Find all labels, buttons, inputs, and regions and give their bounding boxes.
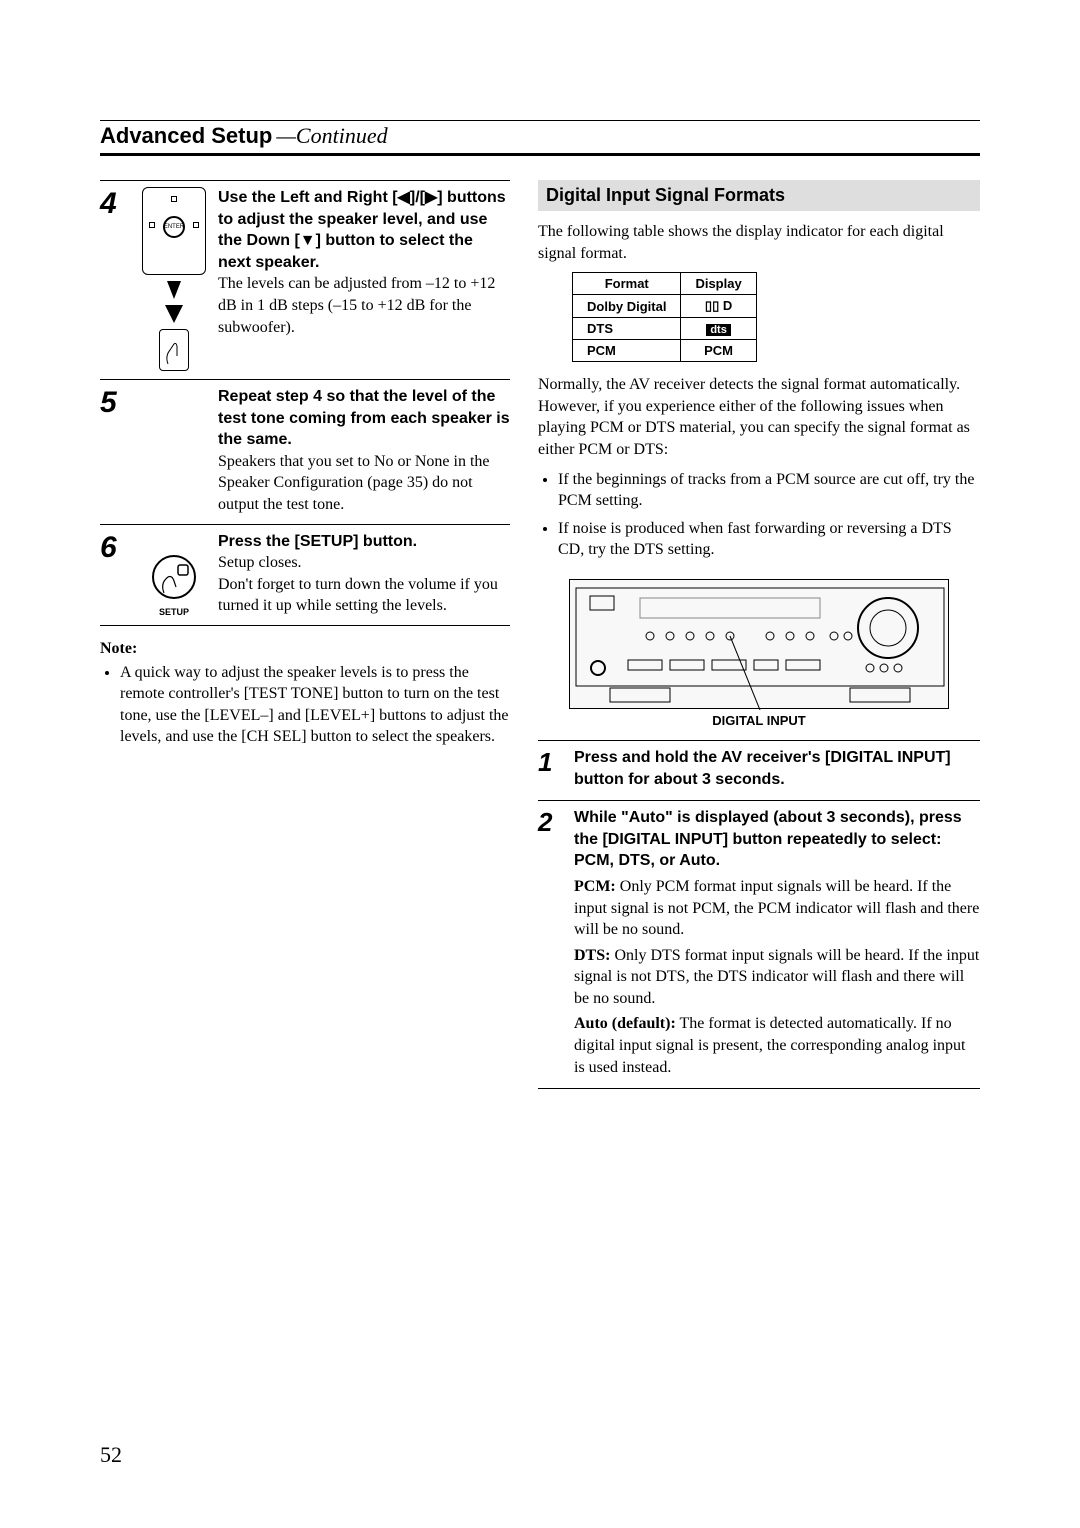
format-table: Format Display Dolby Digital ▯▯ D DTS dt… [572,272,757,362]
cell-pcm: PCM [573,340,681,362]
remote-top-box-icon: ENTER [142,187,206,275]
right-column: Digital Input Signal Formats The followi… [538,180,980,1089]
remote-nav-diagram: ENTER [138,187,210,371]
step-6-body: Setup closes.Don't forget to turn down t… [218,554,498,614]
right-bullets: If the beginnings of tracks from a PCM s… [538,469,980,561]
page-title-bar: Advanced Setup —Continued [100,120,980,156]
right-intro-text: The following table shows the display in… [538,221,980,264]
receiver-diagram [569,579,949,709]
right-body-text: Normally, the AV receiver detects the si… [538,374,980,460]
cell-pcm-display: PCM [681,340,756,362]
def-auto-label: Auto (default): [574,1015,676,1032]
step-5-body: Speakers that you set to No or None in t… [218,453,490,513]
right-step-1-num: 1 [538,747,562,790]
hand-press-icon [154,555,194,599]
setup-label: SETUP [159,607,189,617]
cell-dolby-display: ▯▯ D [681,295,756,318]
note-label: Note: [100,640,137,657]
right-step-2-text: While "Auto" is displayed (about 3 secon… [574,807,980,1078]
setup-button-circle-icon [152,555,196,599]
bullet-dts: If noise is produced when fast forwardin… [558,518,980,561]
cell-dts: DTS [573,318,681,340]
two-column-layout: 4 ENTER Use the Left and Right [◀]/[▶] b… [100,180,980,1089]
table-header-format: Format [573,273,681,295]
table-row: PCM PCM [573,340,757,362]
note-bullet: A quick way to adjust the speaker levels… [120,662,510,748]
arrow-down-icon [165,305,183,323]
enter-button-icon: ENTER [163,216,185,238]
arrow-down-icon [167,281,181,299]
right-step-1-bold: Press and hold the AV receiver's [DIGITA… [574,749,951,788]
right-step-2-row: 2 While "Auto" is displayed (about 3 sec… [538,800,980,1089]
page-title-main: Advanced Setup [100,123,272,148]
bullet-pcm: If the beginnings of tracks from a PCM s… [558,469,980,512]
note-block: Note: A quick way to adjust the speaker … [100,638,510,748]
receiver-svg-icon [570,580,950,710]
page-title-continued: —Continued [276,123,387,148]
table-header-display: Display [681,273,756,295]
step-5-bold: Repeat step 4 so that the level of the t… [218,388,510,448]
def-auto: Auto (default): The format is detected a… [574,1013,980,1078]
remote-bottom-box-icon [159,329,189,371]
step-4-text: Use the Left and Right [◀]/[▶] buttons t… [218,187,510,371]
step-4-row: 4 ENTER Use the Left and Right [◀]/[▶] b… [100,180,510,379]
right-step-1-text: Press and hold the AV receiver's [DIGITA… [574,747,980,790]
right-step-2-num: 2 [538,807,562,1078]
cell-dolby: Dolby Digital [573,295,681,318]
setup-hand-diagram: SETUP [138,531,210,617]
page-number: 52 [100,1442,122,1468]
step-4-bold: Use the Left and Right [◀]/[▶] buttons t… [218,189,506,271]
right-step-1-row: 1 Press and hold the AV receiver's [DIGI… [538,740,980,800]
def-pcm-label: PCM: [574,878,616,895]
step-6-bold: Press the [SETUP] button. [218,533,417,550]
table-row: Dolby Digital ▯▯ D [573,295,757,318]
step-5-row: 5 Repeat step 4 so that the level of the… [100,379,510,524]
step-6-text: Press the [SETUP] button. Setup closes.D… [218,531,510,617]
def-dts: DTS: Only DTS format input signals will … [574,945,980,1010]
right-step-2-bold: While "Auto" is displayed (about 3 secon… [574,809,962,869]
step-5-number: 5 [100,386,130,516]
right-section-header: Digital Input Signal Formats [538,180,980,211]
hand-pointer-icon [160,330,190,372]
def-dts-label: DTS: [574,947,610,964]
def-dts-text: Only DTS format input signals will be he… [574,947,979,1007]
step-4-body: The levels can be adjusted from –12 to +… [218,275,495,335]
table-row: DTS dts [573,318,757,340]
step-5-text: Repeat step 4 so that the level of the t… [218,386,510,516]
step-6-number: 6 [100,531,130,617]
def-pcm: PCM: Only PCM format input signals will … [574,876,980,941]
def-pcm-text: Only PCM format input signals will be he… [574,878,979,938]
step-5-icon-empty [138,386,210,516]
left-column: 4 ENTER Use the Left and Right [◀]/[▶] b… [100,180,510,1089]
step-6-row: 6 SETUP Press the [SETUP] button. Setup … [100,524,510,626]
receiver-label: DIGITAL INPUT [538,713,980,728]
cell-dts-display: dts [681,318,756,340]
step-4-number: 4 [100,187,130,371]
